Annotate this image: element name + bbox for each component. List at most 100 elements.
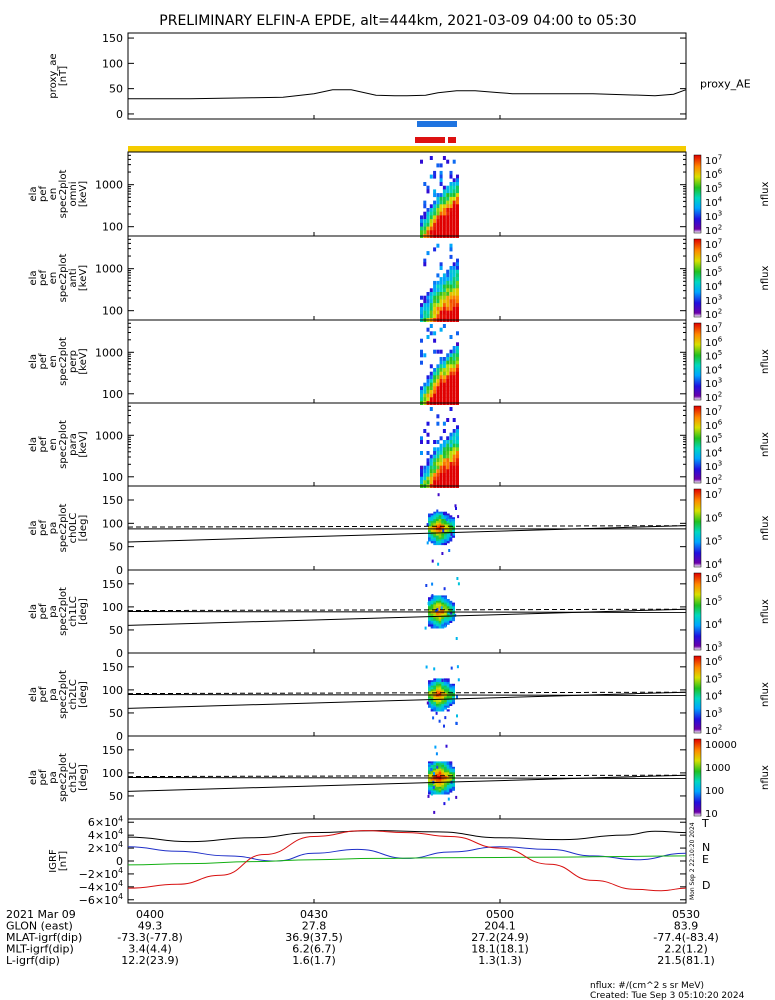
x-row-value: 6.2(6.7) (292, 943, 336, 956)
pa-pixel (449, 619, 453, 622)
spec-pixel (439, 375, 443, 380)
pa-pixel (428, 775, 431, 779)
spec-pixel (436, 465, 440, 470)
spec-pixel (423, 465, 427, 470)
spec-pixel (456, 295, 459, 300)
y-tick-label: 100 (102, 57, 123, 70)
spec-pixel (449, 226, 453, 231)
pa-speckle (436, 608, 439, 612)
pa-pixel (433, 624, 437, 627)
spec-pixel (429, 407, 433, 411)
pa-pixel (446, 694, 450, 697)
spec-pixel (420, 226, 423, 231)
svg-text:IGRF[nT]: IGRF[nT] (48, 849, 69, 873)
spec-pixel (442, 208, 446, 212)
spec-pixel (420, 397, 423, 402)
pa-pixel (449, 786, 453, 789)
pa-pixel (449, 775, 453, 779)
pa-pixel (428, 620, 431, 623)
pa-pixel (430, 599, 434, 602)
pa-pixel (446, 702, 450, 705)
spec-pixel (456, 436, 459, 441)
pa-speckle (435, 711, 438, 715)
spec-pixel (436, 299, 440, 304)
pa-pixel (444, 700, 447, 703)
pa-pixel (446, 682, 450, 685)
lc-line-2 (127, 525, 687, 543)
spec-pixel (433, 193, 437, 198)
pa-pixel (446, 763, 450, 766)
pa-pixel (452, 606, 455, 609)
colorbar-tick-label: 105 (705, 534, 722, 548)
spec-pixel (429, 375, 433, 380)
pa-pixel (444, 595, 447, 598)
spec-pixel (439, 443, 443, 448)
pa-pixel (449, 683, 453, 686)
pa-speckle (450, 611, 453, 615)
pa-pixel (449, 783, 453, 786)
spec-pixel (452, 182, 456, 186)
x-row-value: 49.3 (138, 920, 163, 933)
spec-pixel (452, 346, 456, 350)
pa-pixel (446, 683, 450, 686)
pa-speckle (435, 752, 438, 756)
spec-pixel (420, 473, 423, 477)
colorbar-tick-label: 104 (705, 618, 723, 632)
pa-pixel (444, 783, 447, 786)
pa-pixel (441, 513, 445, 516)
spec-pixel (446, 200, 450, 205)
lc-line-2 (127, 774, 687, 792)
colorbar-tick-label: 107 (705, 322, 722, 336)
spec-pixel (426, 421, 430, 426)
pa-pixel (438, 524, 442, 527)
spec-pixel (446, 368, 450, 372)
igrf-line-N (127, 846, 687, 862)
spec-pixel (433, 215, 437, 220)
pa-pixel (446, 768, 450, 771)
spec-pixel (446, 454, 450, 459)
pa-pixel (446, 537, 450, 540)
pa-pixel (441, 519, 445, 522)
y-axis-label-para: elapefenspec2plotpara[keV] (28, 420, 89, 469)
spec-pixel (446, 436, 450, 441)
spec-pixel (433, 226, 437, 231)
y-axis-label-ch3: elapefpaspec2plotch3LC[deg] (28, 753, 89, 802)
pa-pixel (436, 526, 439, 529)
pa-pixel (444, 515, 447, 518)
spec-pixel (446, 222, 450, 227)
pa-pixel (441, 785, 445, 788)
pa-pixel (428, 792, 431, 795)
pa-pixel (433, 777, 437, 780)
pa-pixel (446, 604, 450, 607)
spec-pixel (456, 284, 459, 289)
spec-pixel (442, 215, 446, 220)
colorbar-tick-label: 106 (705, 418, 723, 432)
pa-pixel (430, 520, 434, 524)
pa-pixel (452, 524, 455, 527)
x-row-value: 12.2(23.9) (121, 954, 179, 967)
panel-omni: elapefenspec2plotomni[keV]10010001071061… (28, 151, 771, 238)
pa-pixel (436, 599, 439, 602)
spec-pixel (436, 196, 440, 201)
pa-pixel (433, 707, 437, 710)
pa-pixel (436, 694, 439, 697)
colorbar-tick-label: 107 (705, 238, 722, 252)
pa-pixel (436, 622, 439, 625)
spec-pixel (433, 230, 437, 235)
colorbar-tick-label: 103 (705, 294, 722, 308)
spec-pixel (436, 458, 440, 463)
spec-pixel (439, 215, 443, 220)
spec-pixel (449, 368, 453, 372)
spec-pixel (456, 292, 459, 296)
pa-pixel (438, 604, 442, 607)
pa-pixel (444, 599, 447, 602)
spec-pixel (429, 292, 433, 296)
spec-pixel (452, 208, 456, 212)
sw-blue-bar (417, 121, 457, 127)
spec-pixel (449, 230, 453, 235)
spec-pixel (420, 222, 423, 227)
pa-pixel (430, 680, 434, 683)
spec-pixel (439, 327, 443, 332)
pa-pixel (452, 520, 455, 524)
pa-pixel (436, 689, 439, 692)
